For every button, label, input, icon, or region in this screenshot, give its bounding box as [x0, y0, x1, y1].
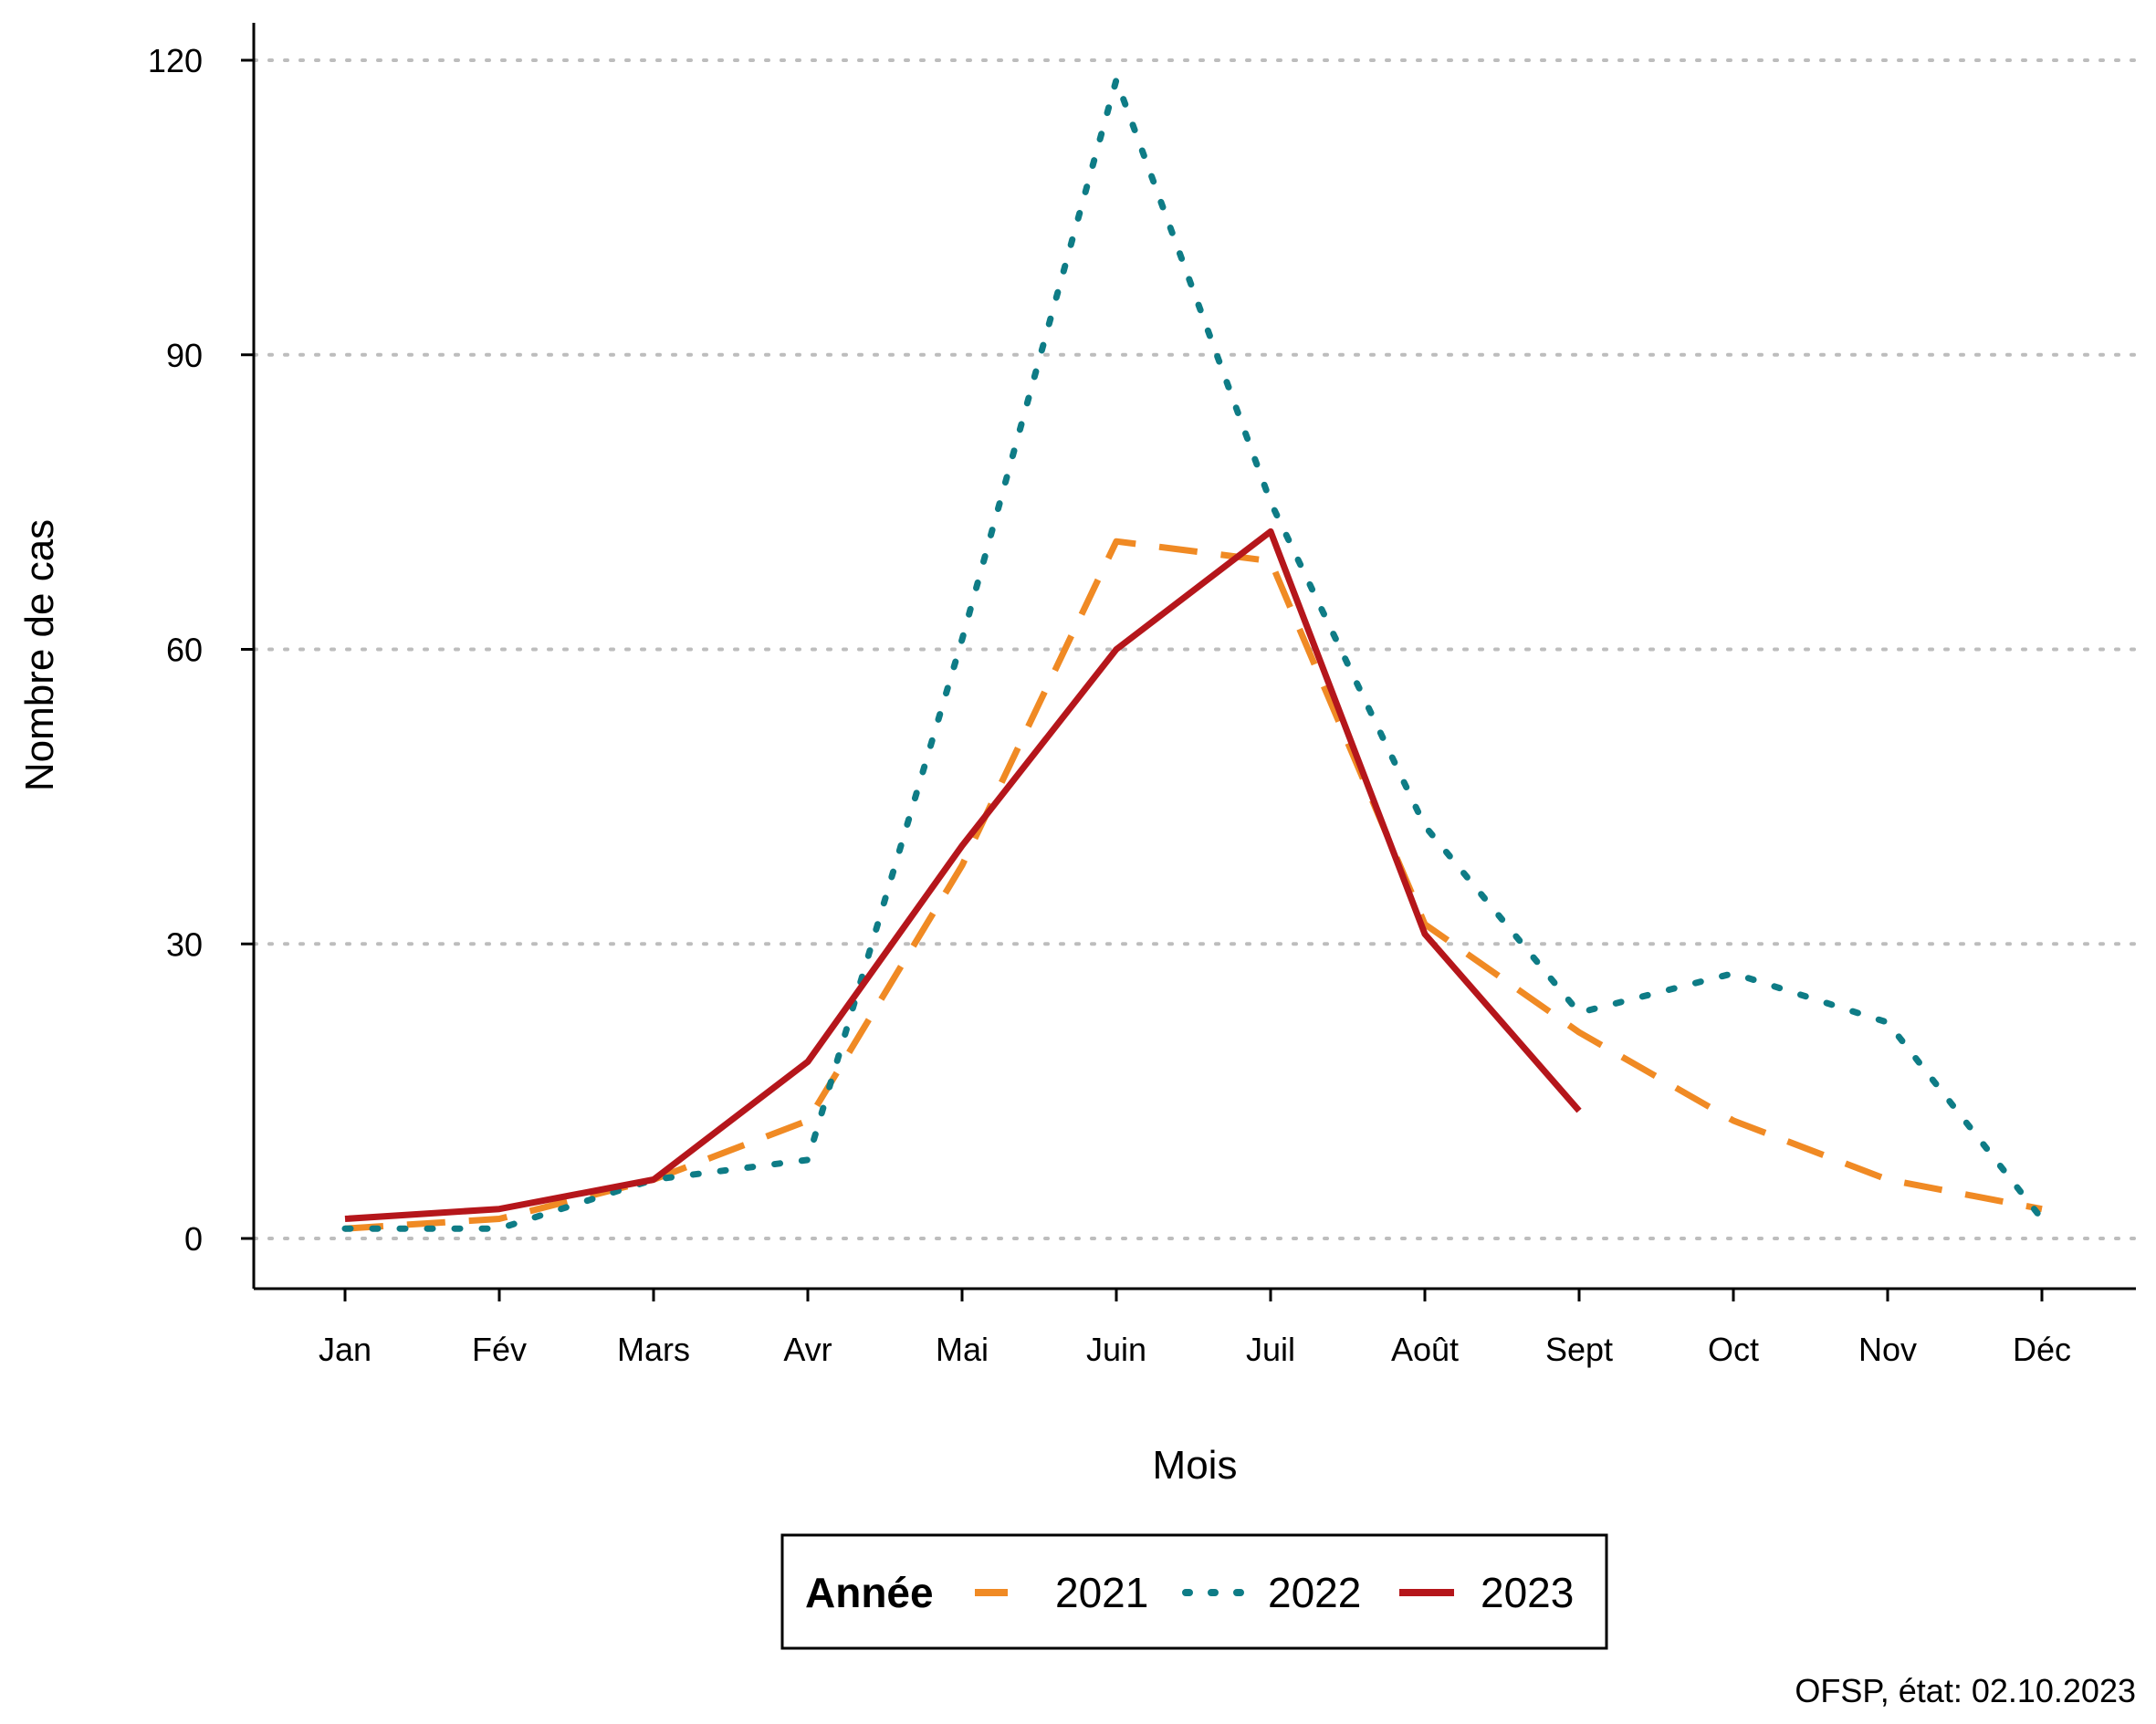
legend-label-2022: 2022 — [1268, 1569, 1361, 1616]
legend-box — [780, 1533, 1608, 1650]
y-tick-label: 0 — [184, 1220, 203, 1258]
y-axis-title: Nombre de cas — [17, 519, 62, 791]
x-tick-label: Mai — [936, 1331, 989, 1368]
legend-title: Année — [805, 1569, 934, 1616]
legend-label-2023: 2023 — [1481, 1569, 1574, 1616]
x-tick-label: Oct — [1708, 1331, 1759, 1368]
series-lines — [341, 77, 2046, 1232]
axes — [252, 23, 2136, 1290]
y-tick-label: 90 — [166, 337, 203, 374]
y-ticks: 0 30 60 90 120 — [148, 42, 254, 1258]
grid-lines — [252, 58, 2138, 1240]
legend-label-2021: 2021 — [1055, 1569, 1148, 1616]
x-tick-label: Déc — [2013, 1331, 2071, 1368]
x-tick-label: Sept — [1545, 1331, 1613, 1368]
x-tick-label: Nov — [1858, 1331, 1917, 1368]
series-line-2022 — [341, 77, 2046, 1232]
x-axis-title: Mois — [1153, 1443, 1238, 1488]
series-line-2023 — [344, 528, 1582, 1222]
x-tick-label: Juil — [1246, 1331, 1295, 1368]
x-tick-label: Mars — [617, 1331, 690, 1368]
x-ticks: Jan Fév Mars Avr Mai Juin Juil Août Sept Oct Nov Dé… — [319, 1289, 2071, 1368]
legend: Année 2021 2022 2023 — [780, 1533, 1608, 1650]
y-tick-label: 30 — [166, 925, 203, 963]
y-tick-label: 60 — [166, 632, 203, 669]
y-tick-label: 120 — [148, 42, 203, 79]
x-tick-label: Juin — [1086, 1331, 1146, 1368]
series-line-2021 — [344, 538, 2043, 1232]
x-tick-label: Août — [1391, 1331, 1459, 1368]
x-tick-label: Jan — [319, 1331, 372, 1368]
source-caption: OFSP, état: 02.10.2023 — [1795, 1672, 2136, 1709]
x-tick-label: Avr — [783, 1331, 832, 1368]
x-tick-label: Fév — [472, 1331, 527, 1368]
